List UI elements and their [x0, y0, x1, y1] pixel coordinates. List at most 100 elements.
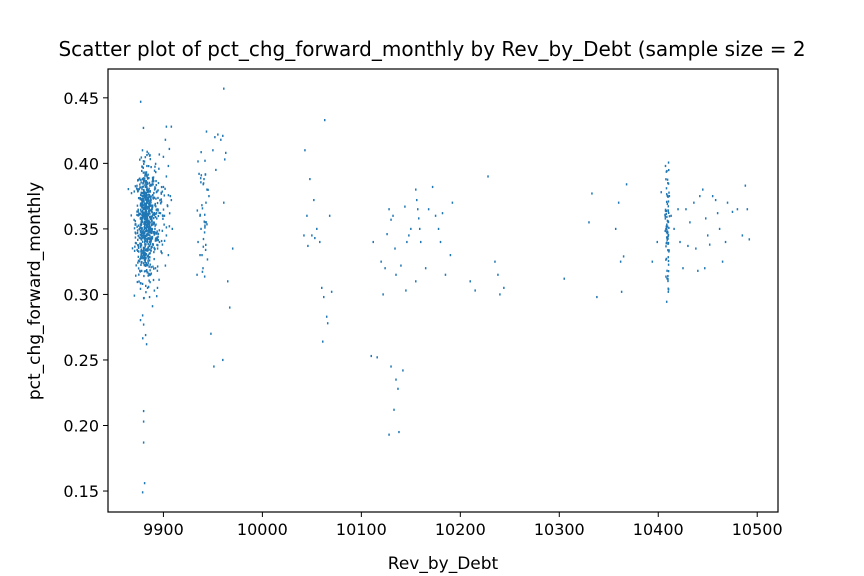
data-point: [146, 240, 149, 243]
data-point: [394, 247, 396, 250]
data-point: [144, 258, 147, 261]
data-point: [156, 201, 159, 205]
data-point: [152, 213, 154, 216]
data-point: [144, 231, 146, 234]
data-point: [146, 215, 148, 218]
data-point: [677, 208, 679, 211]
data-point: [151, 229, 153, 233]
data-point: [147, 165, 150, 168]
data-point: [591, 192, 593, 195]
y-axis-label: pct_chg_forward_monthly: [25, 182, 45, 400]
data-point: [143, 255, 146, 258]
x-axis-ticks: 9900 10000 10100 10200 10300 10400 10500: [143, 512, 783, 539]
data-point: [163, 214, 166, 217]
data-point: [165, 175, 168, 178]
data-point: [139, 183, 141, 186]
data-point: [304, 149, 306, 152]
data-point: [666, 223, 668, 226]
data-point: [147, 254, 149, 257]
data-point: [155, 179, 157, 183]
data-point: [380, 260, 382, 263]
data-point: [140, 221, 142, 224]
data-point: [741, 234, 744, 237]
data-point: [322, 340, 324, 343]
data-point: [146, 218, 148, 221]
data-point: [141, 234, 143, 237]
data-point: [151, 215, 154, 218]
data-point: [415, 188, 417, 191]
data-point: [372, 240, 374, 244]
data-point: [666, 277, 668, 280]
data-point: [149, 281, 151, 284]
data-point: [665, 225, 668, 228]
data-point: [164, 138, 167, 141]
data-point: [136, 204, 139, 207]
data-point: [144, 261, 147, 264]
data-point: [138, 260, 141, 263]
data-point: [146, 230, 148, 233]
data-point: [155, 197, 157, 200]
data-point: [206, 188, 208, 191]
data-point: [140, 222, 142, 225]
data-point: [205, 130, 208, 133]
data-point: [666, 269, 668, 272]
data-point: [706, 234, 709, 237]
data-point: [168, 212, 171, 215]
data-point: [134, 245, 136, 248]
data-point: [143, 482, 146, 485]
data-point: [736, 208, 739, 211]
data-point: [405, 289, 407, 292]
data-point: [143, 177, 146, 180]
data-point: [145, 179, 147, 183]
data-point: [666, 238, 668, 241]
data-point: [146, 247, 149, 251]
data-point: [141, 282, 144, 285]
data-point: [141, 260, 143, 264]
data-point: [138, 178, 140, 181]
data-point: [451, 201, 454, 204]
data-point: [134, 223, 136, 226]
data-point: [670, 214, 672, 217]
data-point: [205, 243, 207, 246]
data-point: [154, 215, 157, 219]
data-point: [376, 356, 378, 359]
data-point: [145, 213, 148, 216]
data-point: [200, 227, 202, 230]
data-point: [140, 223, 142, 227]
data-point: [164, 264, 167, 267]
data-point: [145, 194, 147, 197]
data-point: [306, 214, 308, 217]
data-point: [666, 194, 669, 197]
data-point: [143, 220, 146, 223]
data-point: [667, 211, 670, 214]
data-point: [141, 206, 144, 209]
data-point: [142, 166, 144, 169]
data-point: [695, 247, 697, 250]
data-point: [316, 227, 318, 230]
data-point: [150, 165, 152, 169]
data-point: [148, 237, 150, 241]
data-point: [158, 278, 160, 281]
data-point: [142, 249, 145, 252]
data-point: [146, 198, 149, 201]
data-point: [146, 193, 148, 197]
data-point: [149, 238, 152, 241]
data-point: [158, 240, 161, 244]
data-point: [145, 221, 148, 224]
data-point: [139, 193, 142, 196]
data-point: [148, 220, 150, 223]
data-point: [153, 248, 156, 251]
data-point: [149, 195, 151, 198]
data-point: [160, 198, 162, 201]
data-point: [149, 217, 152, 221]
data-point: [154, 237, 157, 240]
data-point: [138, 188, 140, 191]
data-point: [708, 243, 711, 246]
data-point: [204, 226, 206, 229]
data-point: [134, 185, 137, 188]
data-point: [142, 185, 145, 188]
data-point: [416, 198, 418, 202]
data-point: [155, 211, 158, 214]
data-point: [141, 232, 144, 235]
data-point: [150, 272, 153, 275]
